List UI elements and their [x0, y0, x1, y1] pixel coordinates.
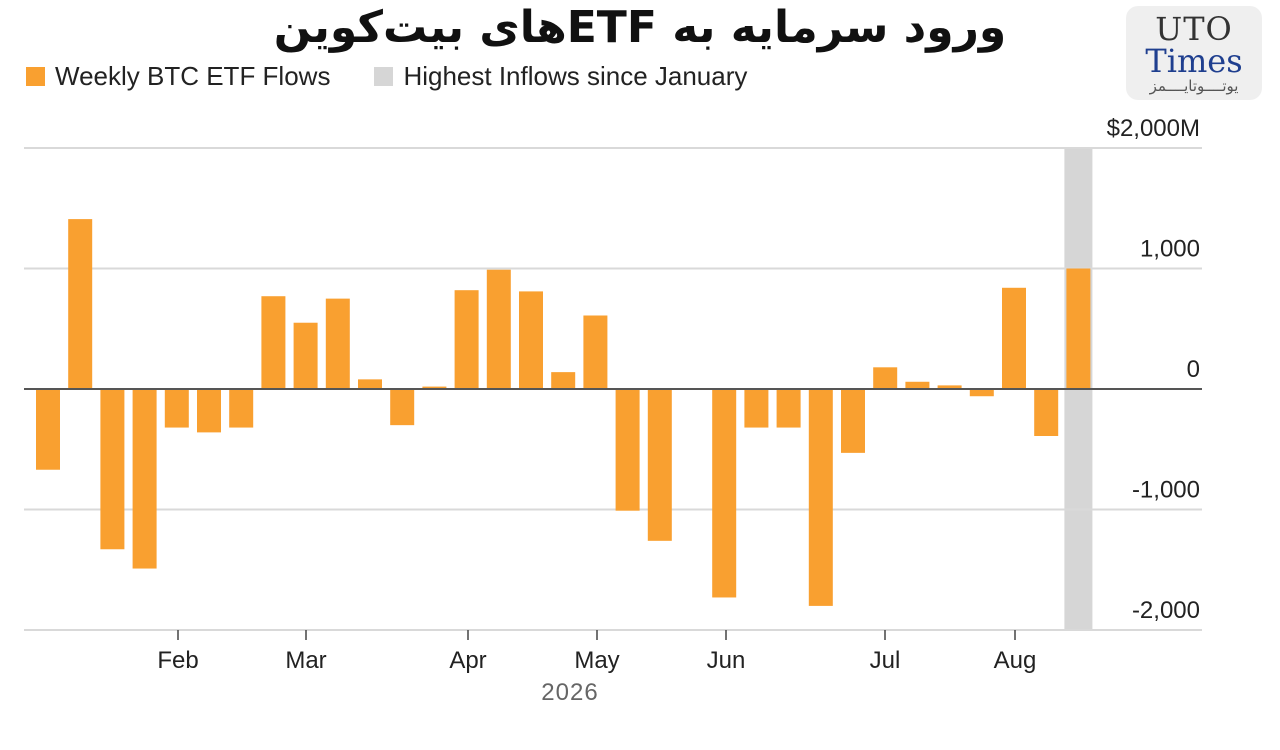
bar — [583, 315, 608, 389]
legend-item-highlight: Highest Inflows since January — [374, 61, 747, 92]
bar — [712, 389, 737, 598]
legend-label-flows: Weekly BTC ETF Flows — [55, 60, 331, 91]
bar — [1002, 287, 1026, 389]
y-tick-label: -2,000 — [1132, 597, 1200, 624]
legend: Weekly BTC ETF Flows Highest Inflows sin… — [26, 60, 777, 92]
y-tick-label: $2,000M — [1107, 115, 1200, 142]
bar — [293, 322, 318, 389]
bar — [776, 389, 801, 428]
bar — [100, 389, 125, 550]
bar — [873, 367, 898, 389]
bar — [551, 372, 576, 389]
bar — [358, 379, 382, 389]
x-tick-label: Jul — [870, 647, 901, 674]
x-axis-year-label: 2026 — [541, 679, 598, 706]
bar — [905, 381, 930, 389]
bar — [841, 389, 865, 453]
legend-swatch-highlight — [374, 66, 394, 86]
bar — [422, 386, 447, 389]
bar — [36, 389, 60, 470]
legend-label-highlight: Highest Inflows since January — [403, 60, 748, 91]
x-tick-label: May — [574, 647, 619, 674]
x-tick-label: Jun — [707, 647, 746, 674]
bar — [744, 389, 769, 428]
bar — [261, 296, 286, 389]
chart-title: ورود سرمایه به ETFهای بیت‌کوین — [273, 2, 1007, 53]
x-tick-label: Mar — [285, 647, 326, 674]
y-tick-label: 0 — [1187, 356, 1200, 383]
bar — [454, 290, 479, 389]
y-tick-label: -1,000 — [1132, 477, 1200, 504]
y-tick-label: 1,000 — [1140, 236, 1200, 263]
bar — [647, 389, 672, 541]
bar — [486, 269, 511, 389]
logo-line2: Times — [1145, 42, 1243, 80]
uto-times-logo: UTO Times یوتــــوتایــــمز — [1126, 6, 1262, 100]
bar — [1066, 268, 1091, 389]
bar — [969, 389, 994, 397]
bar — [615, 389, 640, 511]
bar — [164, 389, 189, 428]
logo-line3: یوتــــوتایــــمز — [1149, 77, 1239, 95]
legend-item-flows: Weekly BTC ETF Flows — [26, 61, 330, 92]
bar — [132, 389, 157, 569]
bar — [808, 389, 833, 606]
bar — [68, 219, 93, 389]
x-tick-label: Apr — [449, 647, 486, 674]
x-tick-label: Aug — [994, 647, 1037, 674]
bar — [937, 385, 962, 389]
bar — [390, 389, 415, 426]
bar — [1034, 389, 1059, 436]
bar — [519, 291, 543, 389]
bar — [325, 298, 350, 389]
logo-line1: UTO — [1155, 10, 1233, 48]
x-tick-label: Feb — [157, 647, 198, 674]
bar — [229, 389, 254, 428]
bar — [197, 389, 221, 433]
legend-swatch-flows — [26, 66, 45, 86]
